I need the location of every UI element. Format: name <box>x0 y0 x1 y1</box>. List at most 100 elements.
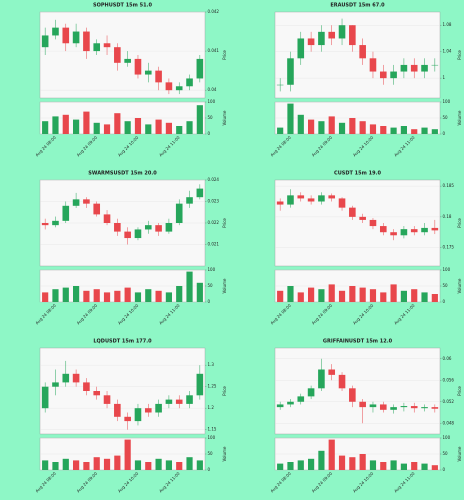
candle-body <box>359 216 366 220</box>
chart-title: SOPHUSDT 15m 51.0 <box>93 3 152 9</box>
volume-bar <box>390 127 397 134</box>
candle-body <box>41 223 49 226</box>
volume-bar <box>165 292 172 302</box>
candle-body <box>155 70 162 83</box>
candle-body <box>83 382 90 391</box>
volume-bar <box>124 121 131 134</box>
volume-axis-label: Volume <box>457 446 462 461</box>
volume-bar <box>411 129 418 134</box>
volume-tick-label: 50 <box>443 451 449 456</box>
volume-bar <box>318 450 325 470</box>
volume-bar <box>62 287 69 302</box>
volume-bar <box>52 289 59 302</box>
candle-body <box>103 43 111 48</box>
candle-body <box>124 231 131 239</box>
chart-title: SWARMSUSDT 15m 20.0 <box>88 171 157 177</box>
x-tick-label: Aug 24 08:00 <box>34 303 57 326</box>
volume-bar <box>83 290 90 302</box>
candle-body <box>359 401 366 408</box>
volume-bar <box>287 286 294 302</box>
volume-bar <box>297 292 304 302</box>
candle-body <box>338 25 346 39</box>
volume-bar <box>186 121 193 134</box>
candle-body <box>93 203 101 215</box>
volume-bar <box>308 458 315 470</box>
candle-body <box>41 35 49 48</box>
price-panel <box>39 347 206 435</box>
candle-body <box>421 227 428 233</box>
x-tick-label: Aug 24 08:00 <box>34 471 57 494</box>
candle-body <box>62 373 70 383</box>
volume-bar <box>297 460 304 470</box>
candle-body <box>297 396 305 402</box>
candle-body <box>410 229 418 233</box>
y-tick-label: 0.022 <box>208 220 220 225</box>
candle-body <box>400 64 408 72</box>
candle-body <box>390 71 397 79</box>
volume-bar <box>287 103 294 134</box>
candle-body <box>114 403 121 417</box>
volume-bar <box>155 119 162 134</box>
candle-body <box>93 43 101 52</box>
volume-bar <box>390 284 397 302</box>
x-tick-label: Aug 24 11:00 <box>158 135 181 158</box>
candle-body <box>72 31 80 44</box>
volume-bar <box>103 292 111 302</box>
candle-body <box>114 223 121 232</box>
candle-body <box>369 58 377 72</box>
volume-bar <box>196 282 203 302</box>
candle-body <box>390 232 397 236</box>
volume-bar <box>114 290 121 302</box>
y-tick-label: 0.041 <box>208 48 220 53</box>
volume-bar <box>308 287 315 302</box>
candle-body <box>175 399 183 404</box>
candle-body <box>400 229 408 236</box>
candle-body <box>175 86 183 91</box>
candle-body <box>400 406 408 408</box>
volume-tick-label: 100 <box>443 99 451 104</box>
volume-bar <box>134 118 142 134</box>
x-tick-label: Aug 24 09:00 <box>311 135 334 158</box>
candle-body <box>410 406 418 409</box>
candle-body <box>307 38 315 46</box>
candle-body <box>328 369 336 375</box>
candle-body <box>276 84 284 86</box>
volume-bar <box>369 289 377 302</box>
volume-bar <box>42 460 49 470</box>
volume-bar <box>83 111 90 134</box>
volume-bar <box>338 290 346 302</box>
x-tick-label: Aug 24 09:00 <box>311 471 334 494</box>
volume-bar <box>369 460 377 470</box>
x-tick-label: Aug 24 09:00 <box>311 303 334 326</box>
candle-body <box>134 229 142 239</box>
candle-body <box>186 395 193 404</box>
volume-bar <box>421 463 428 470</box>
x-tick-label: Aug 24 08:00 <box>269 303 292 326</box>
volume-bar <box>421 127 428 134</box>
candle-body <box>318 31 325 46</box>
volume-bar <box>338 455 346 470</box>
chart-title: LQDUSDT 15m 177.0 <box>93 339 152 345</box>
candle-body <box>196 373 204 396</box>
candle-body <box>297 195 305 199</box>
volume-tick-label: 50 <box>208 451 214 456</box>
volume-bar <box>93 289 100 302</box>
candle-body <box>349 388 356 402</box>
candle-body <box>431 407 439 409</box>
y-tick-label: 0.04 <box>208 87 217 92</box>
volume-bar <box>52 116 59 134</box>
volume-bar <box>124 439 131 470</box>
candle-body <box>62 205 70 221</box>
y-tick-label: 1.3 <box>208 362 215 367</box>
candle-body <box>379 71 387 79</box>
volume-bar <box>186 271 193 302</box>
volume-bar <box>52 462 59 470</box>
candle-body <box>307 198 315 202</box>
price-panel <box>39 11 206 99</box>
volume-bar <box>411 289 418 302</box>
volume-bar <box>338 122 346 134</box>
candle-body <box>165 223 173 232</box>
volume-bar <box>134 292 142 302</box>
x-tick-label: Aug 24 10:00 <box>117 471 140 494</box>
candle-body <box>431 64 439 66</box>
